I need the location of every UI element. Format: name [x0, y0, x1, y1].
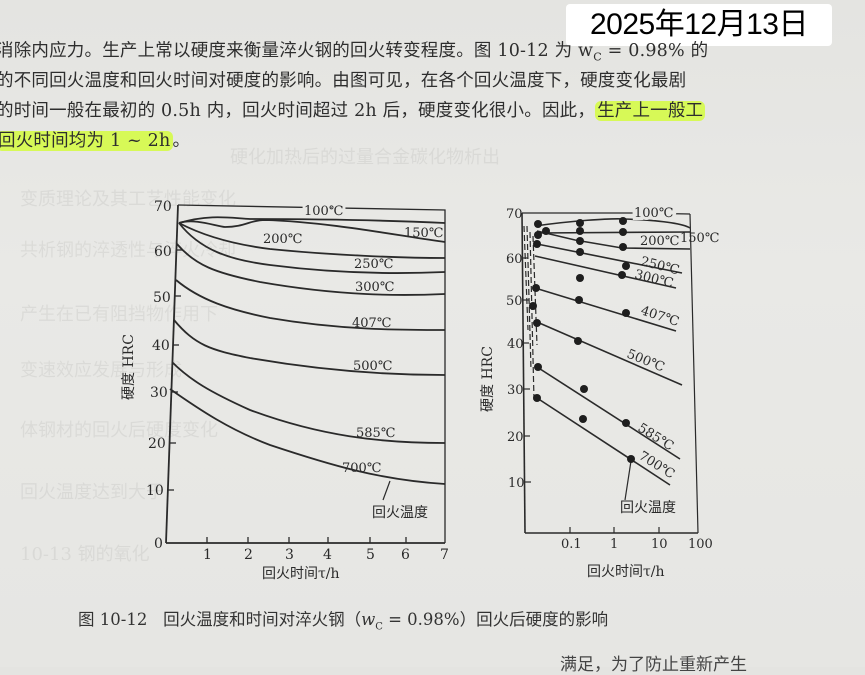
y-tick-label: 0	[154, 536, 163, 552]
right-chart	[521, 212, 699, 534]
x-tick-label: 7	[440, 547, 449, 563]
y-tick-label: 10	[146, 483, 164, 499]
paragraph-line-3: 的时间一般在最初的 0.5h 内，回火时间超过 2h 后，硬度变化很小。因此，生…	[0, 101, 706, 121]
series-label: 300℃	[355, 280, 394, 295]
right-chart-points	[529, 217, 635, 463]
curve-500C	[173, 319, 446, 376]
x-tick-label: 1	[203, 547, 212, 563]
series-label: 200℃	[640, 234, 679, 249]
y-tick-label: 40	[152, 338, 170, 354]
paragraph-line-4: 回火时间均为 1 ~ 2h。	[0, 126, 865, 156]
series-label: 150℃	[680, 231, 719, 246]
y-tick-label: 50	[506, 294, 523, 309]
y-tick-label: 70	[154, 199, 172, 215]
x-tick-label: 10	[651, 537, 668, 552]
partial-text-line: 满足，为了防止重新产生	[560, 655, 747, 675]
y-tick-label: 30	[507, 383, 524, 398]
y-axis-label: 硬度 HRC	[121, 334, 137, 400]
highlighted-text: 回火时间均为 1 ~ 2h	[0, 131, 173, 151]
series-label: 100℃	[304, 204, 343, 219]
series-label: 100℃	[634, 206, 673, 221]
y-tick-label: 20	[507, 430, 524, 445]
x-axis-label: 回火时间τ/h	[587, 564, 664, 580]
x-tick-label: 5	[366, 547, 375, 563]
x-tick-label: 0.1	[561, 537, 582, 552]
body-paragraph: 消除内应力。生产上常以硬度来衡量淬火钢的回火转变程度。图 10-12 为 wC …	[0, 36, 865, 156]
series-label: 585℃	[356, 426, 395, 441]
y-tick-label: 70	[506, 207, 523, 222]
paragraph-line-2: 的不同回火温度和回火时间对硬度的影响。由图可见，在各个回火温度下，硬度变化最剧	[0, 71, 687, 91]
series-label: 500℃	[625, 347, 667, 376]
curve-200C	[178, 222, 446, 259]
x-tick-label: 6	[401, 547, 410, 563]
y-tick-label: 50	[153, 290, 171, 306]
date-stamp: 2025年12月13日	[566, 4, 832, 46]
left-chart	[165, 204, 446, 544]
x-tick-label: 3	[285, 547, 294, 563]
series-label: 407℃	[352, 316, 391, 331]
x-tick-label: 2	[244, 547, 253, 563]
series-label: 250℃	[354, 257, 393, 272]
y-tick-label: 60	[154, 244, 172, 260]
curve-407C	[175, 279, 446, 331]
y-tick-label: 60	[506, 252, 523, 267]
x-tick-label: 4	[323, 547, 332, 563]
annotation-label: 回火温度	[372, 505, 428, 521]
y-tick-label: 30	[150, 385, 168, 401]
curve-150C	[178, 219, 446, 243]
y-tick-label: 10	[508, 476, 525, 491]
paragraph-line-1: 消除内应力。生产上常以硬度来衡量淬火钢的回火转变程度。图 10-12 为 wC …	[0, 41, 709, 64]
series-label: 200℃	[263, 232, 302, 247]
x-axis-label: 回火时间τ/h	[262, 566, 339, 582]
curve-300C	[176, 243, 446, 296]
curve-700C	[169, 388, 446, 485]
figure-caption: 图 10-12 回火温度和时间对淬火钢（wC = 0.98%）回火后硬度的影响	[78, 610, 609, 633]
series-label: 700℃	[342, 461, 381, 476]
x-tick-label: 100	[688, 537, 713, 552]
x-tick-label: 1	[610, 537, 618, 552]
series-label: 150℃	[404, 226, 443, 241]
series-label: 585℃	[635, 421, 676, 455]
annotation-label: 回火温度	[620, 500, 676, 516]
curve-585C	[171, 361, 446, 444]
left-chart-text: 70 60 50 40 30 20 10 0 1 2 3 4 5 6 7 回火时…	[121, 199, 449, 582]
curve-250C	[178, 222, 446, 274]
curve-100C	[178, 216, 446, 224]
y-tick-label: 40	[507, 337, 524, 352]
series-label: 500℃	[353, 359, 392, 374]
right-chart-text: 70 60 50 40 30 20 10 0.1 1 10 100 回火时间τ/…	[480, 203, 719, 580]
y-tick-label: 20	[148, 436, 166, 452]
y-axis-label: 硬度 HRC	[480, 346, 496, 412]
highlighted-text: 生产上一般工	[595, 101, 706, 121]
